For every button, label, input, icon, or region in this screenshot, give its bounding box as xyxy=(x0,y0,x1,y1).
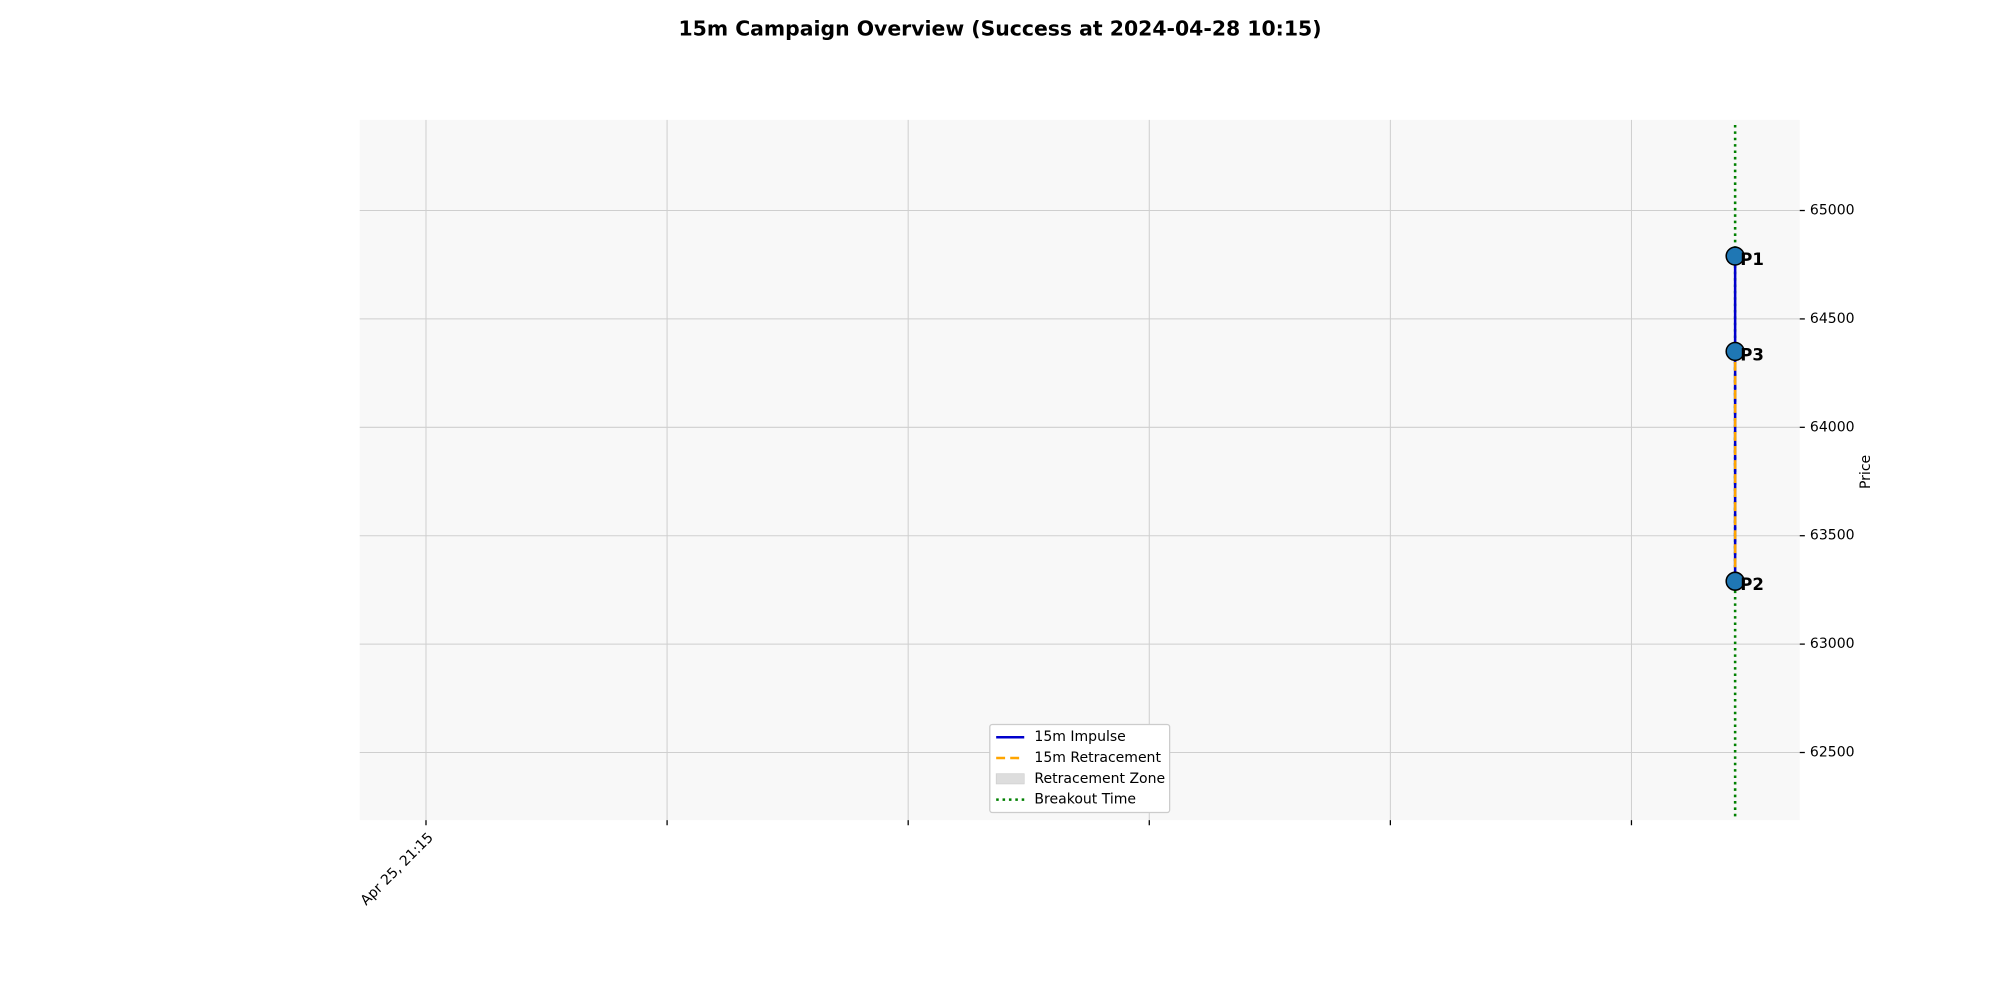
x-tick-label: Apr 25, 21:15 xyxy=(358,830,437,909)
y-tick-label: 62500 xyxy=(1810,745,1855,761)
legend-label: 15m Retracement xyxy=(1034,750,1161,766)
y-tick-label: 63500 xyxy=(1810,528,1855,544)
legend-label: 15m Impulse xyxy=(1034,729,1125,745)
plot-area xyxy=(359,119,1800,821)
pivot-point xyxy=(1725,571,1745,591)
legend-label: Retracement Zone xyxy=(1034,771,1165,787)
y-tick-label: 65000 xyxy=(1810,203,1855,219)
pivot-label: P3 xyxy=(1740,345,1764,364)
chart-title: 15m Campaign Overview (Success at 2024-0… xyxy=(678,16,1321,40)
pivot-point xyxy=(1725,341,1745,362)
pivot-label: P2 xyxy=(1740,575,1764,594)
pivot-label: P1 xyxy=(1740,250,1764,269)
y-tick-label: 64500 xyxy=(1810,311,1855,327)
pivot-point xyxy=(1725,246,1745,266)
y-tick-label: 64000 xyxy=(1810,419,1855,435)
legend-label: Breakout Time xyxy=(1034,792,1136,808)
legend-handle xyxy=(995,773,1025,785)
y-tick-label: 63000 xyxy=(1810,636,1855,652)
legend-box xyxy=(989,723,1171,814)
y-axis-label: Price xyxy=(1858,455,1874,489)
legend: 15m Impulse 15m Retracement Retracement Zo… xyxy=(989,723,1171,814)
